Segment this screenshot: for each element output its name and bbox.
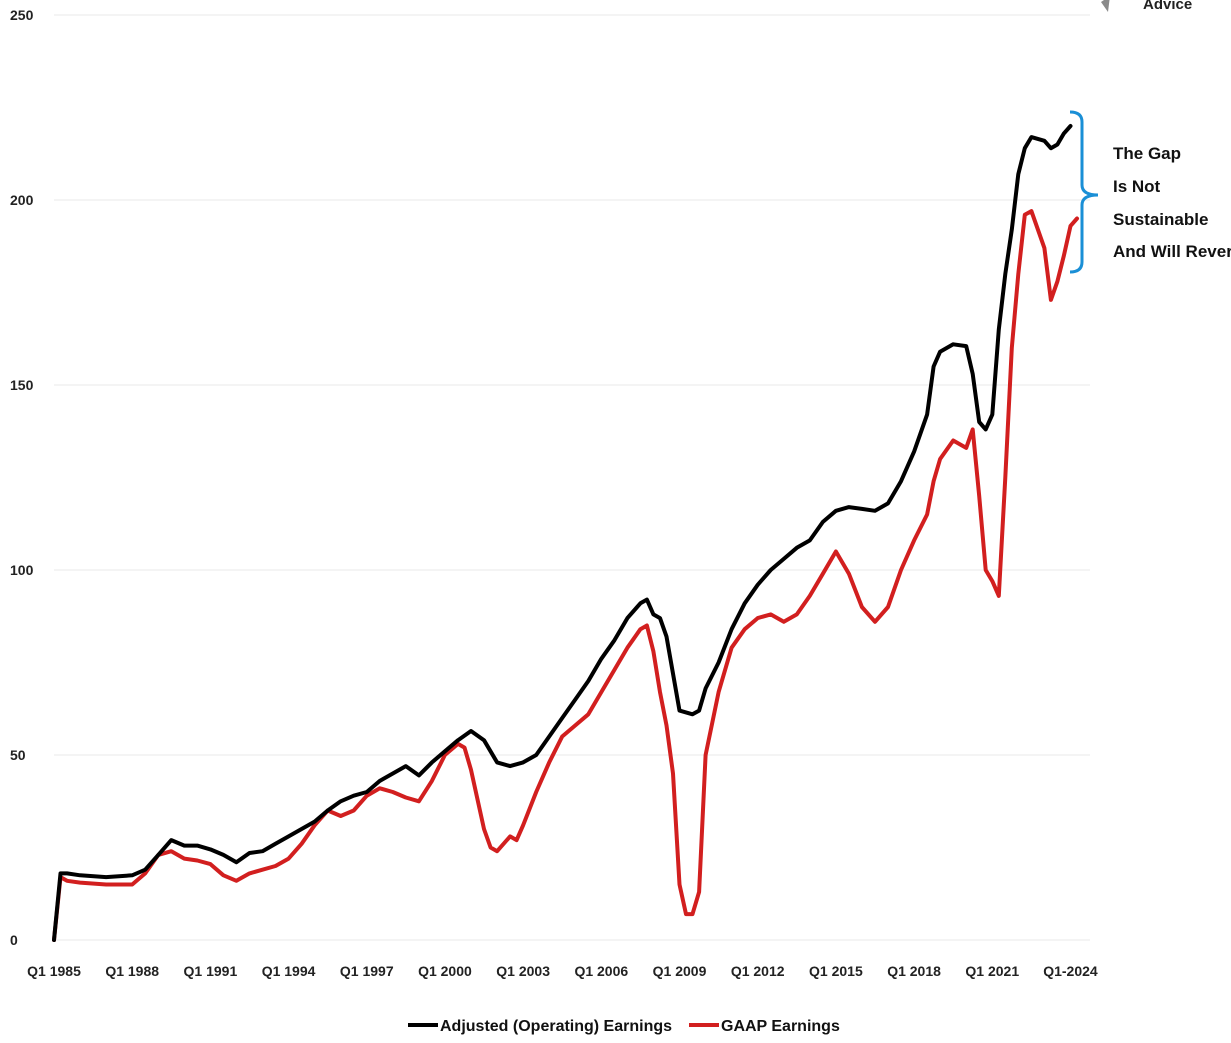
x-tick-label: Q1 2009 [653, 963, 707, 979]
x-tick-label: Q1 2015 [809, 963, 863, 979]
adjusted-earnings-line [52, 124, 1073, 942]
gaap-earnings-line [52, 209, 1079, 942]
annotation-line-4: And Will Revert [1113, 242, 1231, 261]
x-tick-label: Q1 2018 [887, 963, 941, 979]
x-tick-label: Q1 2012 [731, 963, 785, 979]
x-tick-label: Q1 2000 [418, 963, 472, 979]
y-tick-label: 150 [10, 377, 34, 393]
legend-label-gaap: GAAP Earnings [721, 1018, 840, 1035]
y-tick-label: 200 [10, 192, 34, 208]
x-tick-label: Q1-2024 [1043, 963, 1098, 979]
y-tick-label: 0 [10, 932, 18, 948]
gridlines [54, 14, 1090, 941]
x-tick-label: Q1 2003 [496, 963, 550, 979]
y-tick-label: 100 [10, 562, 34, 578]
x-tick-label: Q1 1991 [184, 963, 238, 979]
x-tick-label: Q1 1997 [340, 963, 394, 979]
legend-label-adjusted: Adjusted (Operating) Earnings [440, 1018, 672, 1035]
x-tick-label: Q1 1994 [262, 963, 316, 979]
x-tick-label: Q1 1988 [105, 963, 159, 979]
bracket-shape [1069, 110, 1099, 274]
gap-fill-hatching [60, 126, 1071, 915]
series-lines [52, 124, 1079, 942]
x-tick-label: Q1 1985 [27, 963, 81, 979]
y-tick-label: 50 [10, 747, 26, 763]
x-tick-label: Q1 2021 [965, 963, 1019, 979]
annotation-line-1: The Gap [1113, 144, 1181, 163]
logo-text: Advice [1143, 0, 1192, 13]
y-tick-label: 250 [10, 7, 34, 23]
annotation-line-3: Sustainable [1113, 210, 1208, 229]
annotation-line-2: Is Not [1113, 177, 1161, 196]
x-tick-label: Q1 2006 [574, 963, 628, 979]
gap-annotation: The Gap Is Not Sustainable And Will Reve… [1069, 110, 1231, 274]
legend: Adjusted (Operating) Earnings GAAP Earni… [408, 1018, 840, 1035]
y-axis-ticks: 0 50 100 150 200 250 [10, 7, 34, 948]
x-axis-ticks: Q1 1985 Q1 1988 Q1 1991 Q1 1994 Q1 1997 Q1 20… [27, 963, 1098, 979]
logo-icon [1101, 0, 1110, 12]
logo: Advice [1101, 0, 1192, 13]
